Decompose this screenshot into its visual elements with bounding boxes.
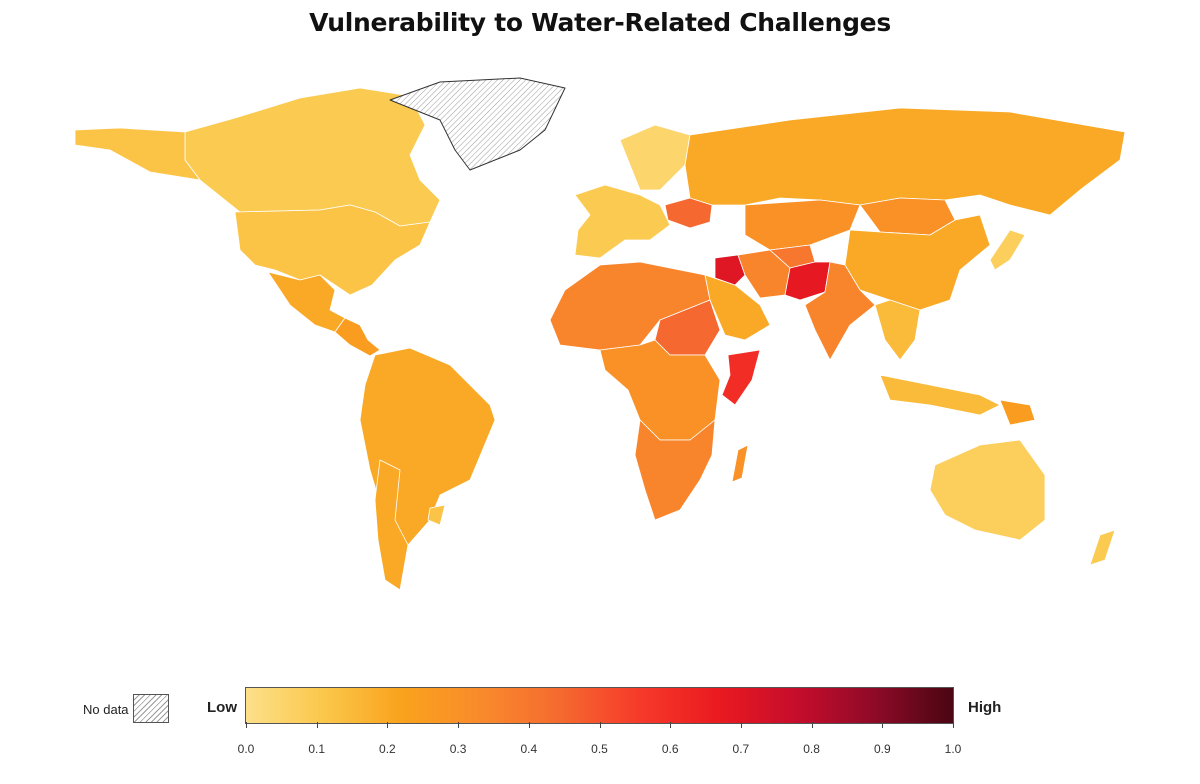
scale-tick [882,722,884,728]
scale-tick [246,722,247,728]
legend-high-label: High [968,699,1002,716]
region-iraq[interactable] [714,254,746,286]
region-scandinavia[interactable] [619,124,691,191]
scale-tick [599,722,601,728]
map-title: Vulnerability to Water-Related Challenge… [309,8,891,37]
scale-tick [316,722,318,728]
scale-tick [458,722,460,728]
no-data-label: No data [83,702,129,717]
region-somalia[interactable] [721,349,761,406]
region-southern-africa[interactable] [634,419,716,521]
region-australia[interactable] [929,439,1046,541]
scale-tick-label: 0.2 [379,742,396,756]
region-arabian-peninsula[interactable] [704,274,771,341]
color-scale-bar [245,687,954,724]
region-alaska[interactable] [74,127,201,181]
region-southeast-asia[interactable] [874,299,921,361]
region-western-europe[interactable] [574,184,671,259]
region-new-zealand[interactable] [1089,529,1116,566]
region-uruguay[interactable] [427,504,446,526]
region-japan[interactable] [989,229,1026,271]
region-png[interactable] [999,399,1036,426]
scale-tick-label: 0.6 [661,742,679,756]
region-mexico[interactable] [267,271,346,333]
region-russia[interactable] [684,107,1126,216]
scale-tick [740,722,742,728]
region-greenland[interactable] [389,77,566,171]
region-usa[interactable] [234,204,431,296]
region-india[interactable] [804,261,876,361]
region-central-africa[interactable] [599,339,721,441]
region-central-asia[interactable] [744,199,861,251]
scale-tick [670,722,672,728]
scale-tick-label: 0.5 [591,742,608,756]
scale-tick [387,722,389,728]
scale-tick-label: 1.0 [944,742,962,756]
scale-tick-label: 0.0 [237,742,255,756]
region-canada[interactable] [184,87,441,227]
region-central-america[interactable] [334,317,381,357]
scale-tick-label: 0.4 [520,742,538,756]
scale-tick-label: 0.7 [732,742,750,756]
no-data-swatch [133,694,169,723]
scale-tick [528,722,530,728]
scale-tick-label: 0.9 [873,742,891,756]
color-scale-ticks: 0.0 0.1 0.2 0.3 0.4 0.5 0.6 0.7 0.8 0.9 1.0 [238,722,961,756]
scale-tick [953,722,954,728]
scale-tick-label: 0.8 [803,742,820,756]
legend-low-label: Low [207,699,237,716]
world-choropleth-map [74,77,1126,591]
scale-tick [811,722,813,728]
region-indonesia[interactable] [879,374,1001,416]
region-chile[interactable] [374,459,409,591]
scale-tick-label: 0.3 [449,742,467,756]
scale-tick-label: 0.1 [308,742,326,756]
region-madagascar[interactable] [731,444,749,483]
